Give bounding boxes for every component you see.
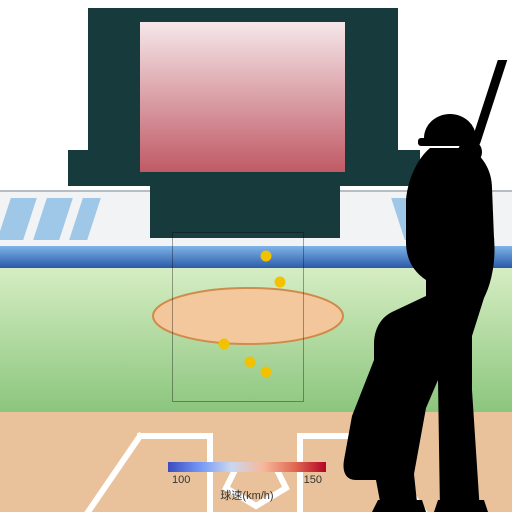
pitch-marker: [261, 251, 272, 262]
speed-label: 球速(km/h): [168, 487, 326, 503]
speed-tick-max: 150: [304, 474, 322, 486]
pitch-location-scene: 100 150 球速(km/h): [0, 0, 512, 512]
speed-tick-min: 100: [172, 474, 190, 486]
pitch-marker: [219, 339, 230, 350]
strike-zone: [172, 232, 304, 402]
batter-silhouette: [322, 60, 512, 512]
pitch-marker: [275, 277, 286, 288]
scoreboard-screen: [140, 22, 345, 172]
pitch-marker: [245, 357, 256, 368]
pitch-marker: [261, 367, 272, 378]
scoreboard-base: [150, 186, 340, 238]
speed-colorbar: [168, 462, 326, 472]
speed-legend: 100 150 球速(km/h): [168, 462, 326, 503]
speed-ticks: 100 150: [168, 474, 326, 486]
